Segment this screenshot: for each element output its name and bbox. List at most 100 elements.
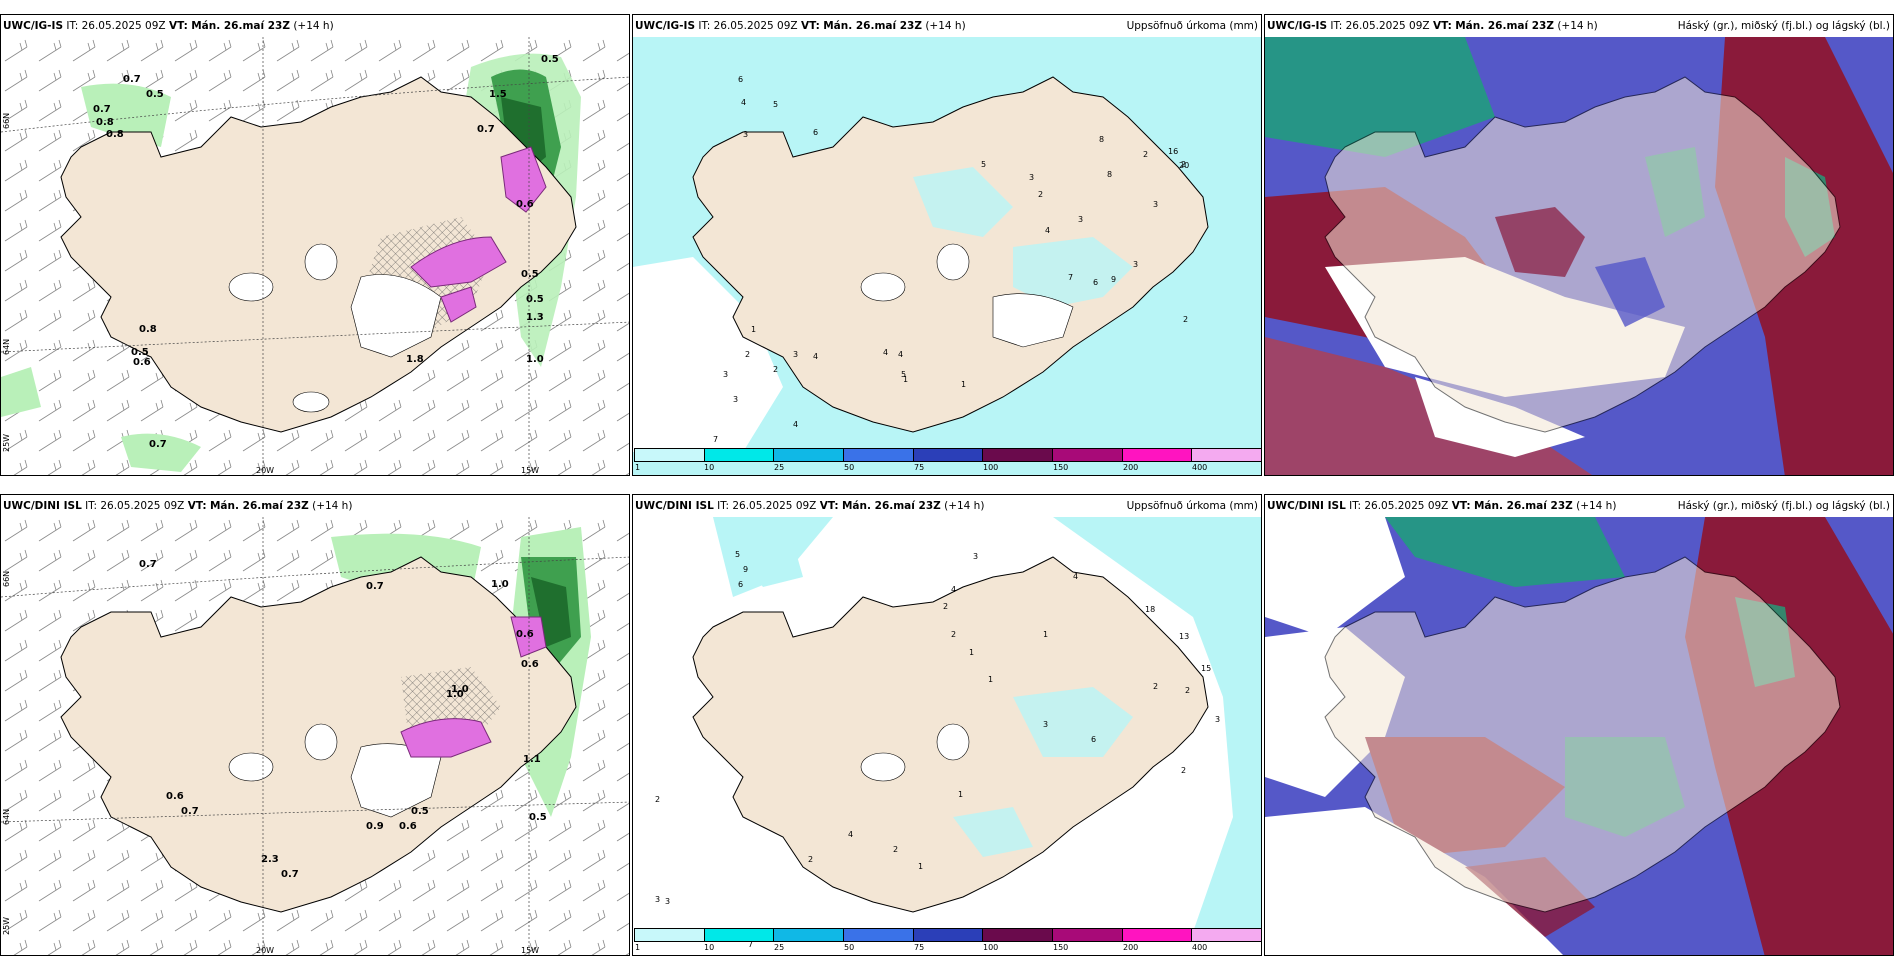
legend-swatch — [704, 449, 775, 461]
panel-header: UWC/IG-IS IT: 26.05.2025 09Z VT: Mán. 26… — [1, 15, 629, 37]
accum-value: 13 — [1179, 632, 1189, 641]
accum-value: 3 — [655, 895, 660, 904]
lat-label: 66N — [2, 571, 11, 587]
legend-swatch — [844, 449, 914, 461]
map-clouds — [1265, 37, 1893, 475]
lon-label: 20W — [256, 466, 274, 475]
forecast-step: (+14 h) — [1576, 500, 1617, 512]
precip-color-legend: 1 10 25 50 75 100 150 200 400 — [634, 448, 1261, 474]
accum-value: 1 — [961, 380, 966, 389]
model-name: UWC/DINI ISL — [3, 500, 82, 512]
precip-value: 0.9 — [366, 821, 384, 832]
lat-label: 66N — [2, 113, 11, 129]
legend-swatch — [983, 929, 1054, 941]
precip-value: 1.1 — [523, 754, 541, 765]
precip-value: 0.7 — [366, 581, 384, 592]
accum-value: 3 — [733, 395, 738, 404]
legend-swatch — [704, 929, 775, 941]
accum-value: 2 — [1185, 686, 1190, 695]
precip-value: 0.8 — [106, 129, 124, 140]
accum-value: 7 — [713, 435, 718, 444]
accum-value: 2 — [1181, 160, 1186, 169]
lat-label: 25W — [2, 434, 11, 452]
precip-value: 0.6 — [166, 791, 184, 802]
model-name: UWC/IG-IS — [635, 20, 696, 32]
accum-value: 4 — [1073, 572, 1078, 581]
legend-tick: 150 — [1053, 463, 1069, 472]
legend-tick: 200 — [1123, 463, 1139, 472]
lat-label: 64N — [2, 339, 11, 355]
accum-value: 20 — [1179, 161, 1189, 170]
lat-label: 64N — [2, 809, 11, 825]
panel-header: UWC/DINI ISL IT: 26.05.2025 09Z VT: Mán.… — [1, 495, 629, 517]
precip-value: 0.6 — [133, 357, 151, 368]
init-time: IT: 26.05.2025 09Z — [1330, 20, 1430, 32]
legend-swatch — [844, 929, 914, 941]
panel-header: UWC/DINI ISL IT: 26.05.2025 09Z VT: Mán.… — [633, 495, 1261, 517]
accum-value: 1 — [969, 648, 974, 657]
model-name: UWC/DINI ISL — [635, 500, 714, 512]
valid-label: VT: — [168, 20, 188, 32]
precip-value: 0.5 — [411, 806, 429, 817]
accum-value: 2 — [1038, 190, 1043, 199]
precip-value: 0.7 — [93, 104, 111, 115]
precip-value: 0.7 — [123, 74, 141, 85]
precip-value: 1.0 — [526, 354, 544, 365]
precip-value: 0.5 — [521, 269, 539, 280]
precip-value: 1.0 — [451, 684, 469, 695]
panel-wind-precip-igis: UWC/IG-IS IT: 26.05.2025 09Z VT: Mán. 26… — [0, 14, 630, 476]
lon-label: 20W — [256, 946, 274, 955]
accum-value: 3 — [1078, 215, 1083, 224]
legend-tick: 50 — [844, 943, 855, 952]
map-accum-precip: 6 4 3 5 6 8 3 2 2 5 8 16 20 2 3 4 3 7 6 … — [633, 37, 1261, 475]
valid-time: Mán. 26.maí 23Z — [823, 20, 922, 32]
panel-variable: Uppsöfnuð úrkoma (mm) — [1126, 500, 1258, 512]
accum-value: 1 — [751, 325, 756, 334]
init-time: IT: 26.05.2025 09Z — [717, 500, 817, 512]
forecast-step: (+14 h) — [293, 20, 334, 32]
precip-value: 0.7 — [477, 124, 495, 135]
legend-swatch — [913, 929, 984, 941]
forecast-step: (+14 h) — [312, 500, 353, 512]
precip-value: 0.6 — [516, 629, 534, 640]
accum-value: 6 — [738, 75, 743, 84]
accum-value: 3 — [1043, 720, 1048, 729]
legend-tick: 150 — [1053, 943, 1069, 952]
precip-value: 0.8 — [96, 117, 114, 128]
precip-value: 0.7 — [281, 869, 299, 880]
panel-variable: Uppsöfnuð úrkoma (mm) — [1126, 20, 1258, 32]
accum-value: 6 — [1093, 278, 1098, 287]
lon-label: 15W — [521, 466, 539, 475]
legend-tick: 75 — [914, 943, 925, 952]
accum-value: 6 — [738, 580, 743, 589]
init-time: IT: 26.05.2025 09Z — [66, 20, 166, 32]
panel-header: UWC/DINI ISL IT: 26.05.2025 09Z VT: Mán.… — [1265, 495, 1893, 517]
legend-swatch — [1122, 449, 1193, 461]
accum-value: 4 — [741, 98, 746, 107]
accum-value: 4 — [951, 585, 956, 594]
init-time: IT: 26.05.2025 09Z — [698, 20, 798, 32]
legend-tick: 200 — [1123, 943, 1139, 952]
panel-variable: Háský (gr.), miðský (fj.bl.) og lágský (… — [1677, 20, 1890, 32]
legend-swatch — [1192, 449, 1261, 461]
accum-value: 8 — [1107, 170, 1112, 179]
legend-swatch — [983, 449, 1054, 461]
precip-value: 0.8 — [139, 324, 157, 335]
panel-clouds-dini: UWC/DINI ISL IT: 26.05.2025 09Z VT: Mán.… — [1264, 494, 1894, 956]
accum-value: 2 — [943, 602, 948, 611]
legend-swatch — [635, 449, 705, 461]
map-clouds — [1265, 517, 1893, 955]
accum-value: 3 — [1029, 173, 1034, 182]
precip-value: 0.7 — [149, 439, 167, 450]
precip-value: 0.7 — [181, 806, 199, 817]
init-time: IT: 26.05.2025 09Z — [85, 500, 185, 512]
accum-value: 3 — [665, 897, 670, 906]
accum-value: 2 — [893, 845, 898, 854]
accum-value: 1 — [1043, 630, 1048, 639]
model-name: UWC/DINI ISL — [1267, 500, 1346, 512]
accum-value: 18 — [1145, 605, 1155, 614]
valid-label: VT: — [1451, 500, 1471, 512]
valid-label: VT: — [819, 500, 839, 512]
precip-value: 1.5 — [489, 89, 507, 100]
legend-tick: 1 — [635, 943, 641, 952]
